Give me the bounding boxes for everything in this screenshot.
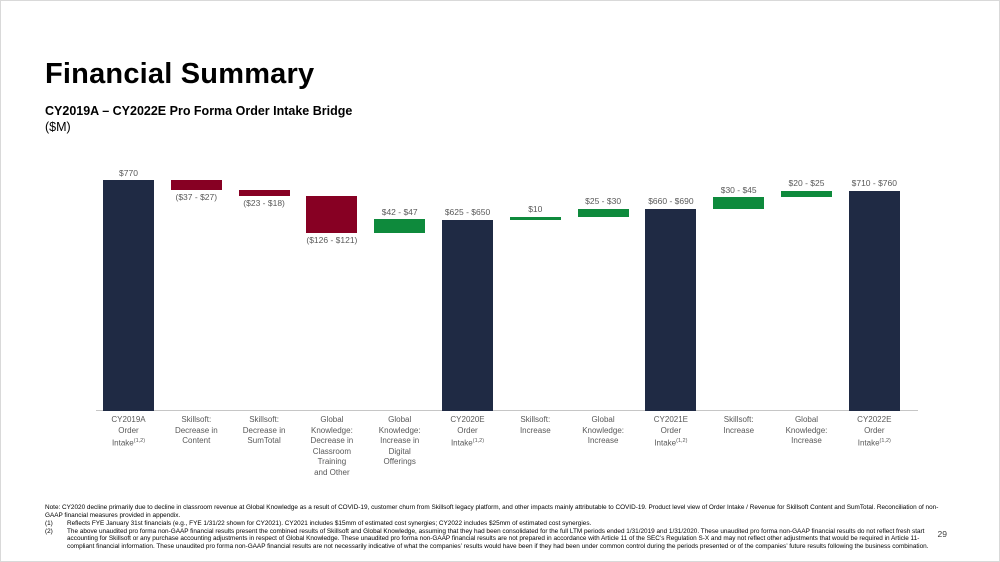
waterfall-bar-increase (781, 190, 832, 198)
footnote-text: The above unaudited pro forma non-GAAP f… (67, 527, 929, 550)
bar-category-label: Global Knowledge: Increase (785, 415, 828, 445)
waterfall-bar-total (848, 190, 900, 411)
bar-value-label: ($23 - $18) (243, 198, 285, 209)
page-number: 29 (937, 529, 947, 539)
bar-category-label: Skillsoft: Decrease in Content (174, 415, 218, 445)
bar-category-label: Global Knowledge: Decrease in Classroom Trai… (310, 415, 354, 477)
waterfall-bar-decrease (238, 189, 290, 196)
footnote-reference: (1,2) (472, 438, 485, 444)
bar-category-label: Global Knowledge: Increase in Digital Offeri… (378, 415, 421, 466)
footnote-number: (1) (45, 520, 53, 527)
waterfall-bar-increase (509, 216, 561, 220)
footnote-reference: (1,2) (133, 438, 146, 444)
footnote-text: Reflects FYE January 31st financials (e.… (67, 520, 592, 527)
bar-value-label: $625 - $650 (444, 207, 491, 218)
page-title: Financial Summary (45, 58, 315, 90)
bar-category-label: CY2019A Order Intake(1,2) (111, 415, 146, 448)
bar-category-label: Global Knowledge: Increase (582, 415, 624, 445)
footnote-item: (1) Reflects FYE January 31st financials … (45, 520, 939, 528)
footnote-item: (2) The above unaudited pro forma non-GAA… (45, 528, 939, 551)
bar-value-label: ($126 - $121) (306, 235, 358, 246)
bar-value-label: $30 - $45 (720, 184, 757, 195)
footnotes: Note: CY2020 decline primarily due to de… (45, 504, 939, 550)
footnote-number: (2) (45, 527, 53, 535)
bar-category-label: Skillsoft: Decrease in SumTotal (242, 415, 286, 445)
bar-category-label: Skillsoft: Increase (723, 415, 755, 435)
bar-value-label: ($37 - $27) (175, 192, 218, 203)
bar-value-label: $660 - $690 (648, 196, 694, 206)
bar-category-label: Skillsoft: Increase (519, 415, 551, 435)
x-axis-line (96, 410, 918, 411)
footnote-note: Note: CY2020 decline primarily due to de… (45, 504, 939, 519)
footnote-reference: (1,2) (676, 438, 688, 444)
waterfall-bar-total (645, 208, 697, 411)
waterfall-bar-decrease (306, 195, 358, 233)
waterfall-bar-decrease (170, 180, 222, 190)
footnote-reference: (1,2) (879, 438, 891, 444)
bar-value-label: $20 - $25 (788, 178, 825, 188)
bar-category-label: CY2021E Order Intake(1,2) (653, 415, 689, 448)
bar-value-label: $25 - $30 (585, 196, 622, 206)
waterfall-bar-increase (374, 219, 426, 233)
waterfall-bar-increase (713, 197, 765, 209)
waterfall-bar-total (442, 219, 493, 411)
chart-units: ($M) (45, 120, 71, 134)
bar-category-label: CY2020E Order Intake(1,2) (450, 415, 485, 448)
bar-value-label: $710 - $760 (851, 178, 897, 188)
bar-value-label: $42 - $47 (381, 206, 418, 217)
bar-category-label: CY2022E Order Intake(1,2) (857, 415, 892, 448)
chart-title: CY2019A – CY2022E Pro Forma Order Intake… (45, 104, 353, 118)
waterfall-chart: $770 CY2019A Order Intake(1,2) ($37 - $27) Sk… (1, 1, 999, 501)
waterfall-bar-total (103, 180, 154, 411)
bar-value-label: $10 (528, 204, 543, 215)
bar-value-label: $770 (119, 167, 138, 178)
waterfall-bar-increase (577, 208, 629, 217)
